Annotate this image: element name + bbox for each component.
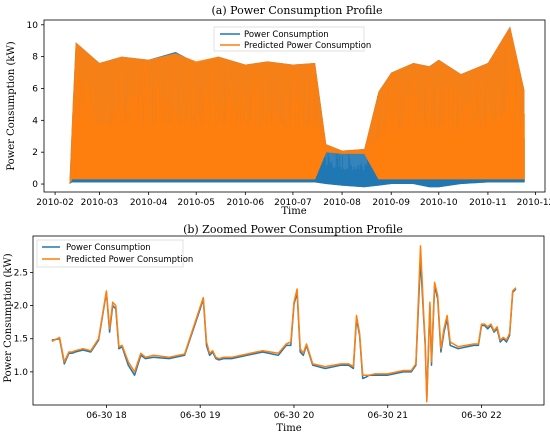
- chart-a-x-ticks: 2010-02 2010-03 2010-04 2010-05 2010-06 2010-…: [36, 192, 550, 208]
- chart-a-ytick-label: 0: [32, 180, 38, 190]
- chart-b-legend: Power Consumption Predicted Power Consum…: [36, 239, 193, 268]
- chart-a-xtick-label: 2010-09: [372, 198, 410, 208]
- chart-b-x-ticks: 06-30 18 06-30 19 06-30 20 06-30 21 06-30 22: [86, 405, 502, 421]
- chart-b-ytick-label: 1.0: [14, 368, 29, 378]
- chart-b-actual-line: [51, 258, 517, 400]
- chart-a-ytick-label: 2: [32, 148, 38, 158]
- chart-a: (a) Power Consumption Profile 2010-02 201…: [6, 4, 550, 217]
- chart-a-xtick-label: 2010-04: [130, 198, 168, 208]
- chart-b-xtick-label: 06-30 22: [461, 411, 501, 421]
- chart-a-xtick-label: 2010-03: [81, 198, 119, 208]
- chart-a-ylabel: Power Consumption (kW): [6, 41, 17, 170]
- chart-a-ytick-label: 8: [32, 53, 38, 63]
- chart-a-predicted-line: [72, 39, 525, 180]
- chart-a-xtick-label: 2010-12: [517, 198, 550, 208]
- chart-b-ytick-label: 1.5: [14, 335, 28, 345]
- chart-b-xtick-label: 06-30 19: [180, 411, 221, 421]
- chart-a-xtick-label: 2010-11: [469, 198, 507, 208]
- chart-a-ytick-label: 4: [32, 116, 38, 126]
- chart-a-legend: Power Consumption Predicted Power Consum…: [213, 26, 371, 52]
- chart-b-title: (b) Zoomed Power Consumption Profile: [183, 223, 403, 236]
- chart-a-legend-label-predicted: Predicted Power Consumption: [244, 41, 371, 51]
- chart-a-xtick-label: 2010-05: [177, 198, 215, 208]
- chart-a-title: (a) Power Consumption Profile: [211, 4, 382, 17]
- chart-a-plot-area: [69, 26, 525, 188]
- chart-a-xtick-label: 2010-08: [323, 198, 361, 208]
- chart-a-xtick-label: 2010-10: [420, 198, 458, 208]
- chart-a-xtick-label: 2010-07: [274, 198, 312, 208]
- chart-b-xtick-label: 06-30 18: [86, 411, 127, 421]
- chart-b-ylabel: Power Consumption (kW): [3, 253, 14, 382]
- chart-b-xlabel: Time: [276, 423, 301, 434]
- chart-a-y-ticks: 0 2 4 6 8 10: [27, 21, 44, 190]
- chart-a-frame: [43, 19, 546, 193]
- chart-a-ytick-label: 6: [32, 84, 38, 94]
- chart-a-series-predicted: [69, 26, 525, 185]
- chart-a-xlabel: Time: [281, 206, 306, 217]
- chart-a-xtick-label: 2010-02: [36, 198, 74, 208]
- chart-a-legend-label-actual: Power Consumption: [244, 30, 329, 40]
- chart-b-xtick-label: 06-30 20: [274, 411, 315, 421]
- chart-b-y-ticks: 1.0 1.5 2.0 2.5: [14, 268, 33, 378]
- chart-b-ytick-label: 2.0: [14, 302, 29, 312]
- chart-a-xtick-label: 2010-06: [227, 198, 265, 208]
- chart-b: (b) Zoomed Power Consumption Profile 06-…: [3, 223, 545, 434]
- chart-b-legend-box: [36, 239, 184, 268]
- chart-b-ytick-label: 2.5: [14, 268, 28, 278]
- chart-b-plot-area: [51, 245, 517, 403]
- chart-b-predicted-line: [51, 245, 517, 403]
- chart-b-frame: [32, 235, 545, 406]
- chart-b-legend-label-predicted: Predicted Power Consumption: [66, 255, 193, 265]
- chart-b-xtick-label: 06-30 21: [367, 411, 407, 421]
- chart-b-legend-label-actual: Power Consumption: [66, 243, 151, 253]
- chart-a-legend-box: [213, 26, 365, 52]
- chart-a-ytick-label: 10: [27, 21, 39, 31]
